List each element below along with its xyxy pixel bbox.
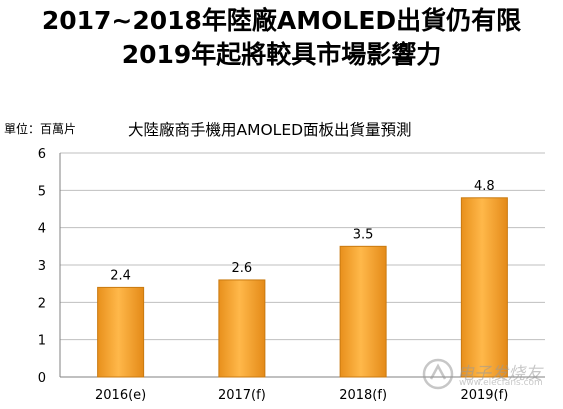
watermark-icon (422, 358, 454, 390)
bar-2016(e) (97, 286, 145, 378)
y-tick-label: 1 (38, 334, 46, 349)
unit-label: 單位：百萬片 (4, 122, 77, 136)
watermark-logo: 电子发烧友 www.elecfans.com (421, 357, 545, 391)
y-tick-label: 3 (38, 259, 46, 274)
x-tick-label: 2018(f) (339, 388, 387, 403)
chart-title: 大陸廠商手機用AMOLED面板出貨量預測 (128, 121, 412, 139)
y-tick-label: 2 (38, 296, 46, 311)
watermark-text: 电子发烧友 (457, 364, 542, 384)
data-label: 3.5 (353, 227, 374, 242)
data-label: 4.8 (474, 179, 495, 194)
x-tick-label: 2016(e) (95, 388, 146, 403)
x-tick-label: 2019(f) (460, 388, 508, 403)
bar-2017(f) (218, 279, 266, 378)
bars (97, 197, 508, 378)
y-tick-label: 6 (38, 147, 46, 162)
x-tick-label: 2017(f) (218, 388, 266, 403)
bar-2018(f) (339, 245, 387, 378)
watermark-url: www.elecfans.com (459, 378, 543, 388)
y-tick-label: 4 (38, 222, 46, 237)
y-tick-label: 0 (38, 371, 46, 386)
labels: 0 1 2 3 4 5 6 2.4 2016(e) 2.6 2017(f) 3.5 2018(f) 4.8… (38, 147, 509, 403)
y-tick-label: 5 (38, 184, 46, 199)
headline-line-1: 2017~2018年陸廠AMOLED出貨仍有限 (41, 6, 522, 35)
data-label: 2.6 (232, 261, 253, 276)
headline-line-2: 2019年起將較具市場影響力 (121, 40, 442, 69)
data-label: 2.4 (110, 268, 131, 283)
bar-2019(f) (460, 197, 508, 378)
